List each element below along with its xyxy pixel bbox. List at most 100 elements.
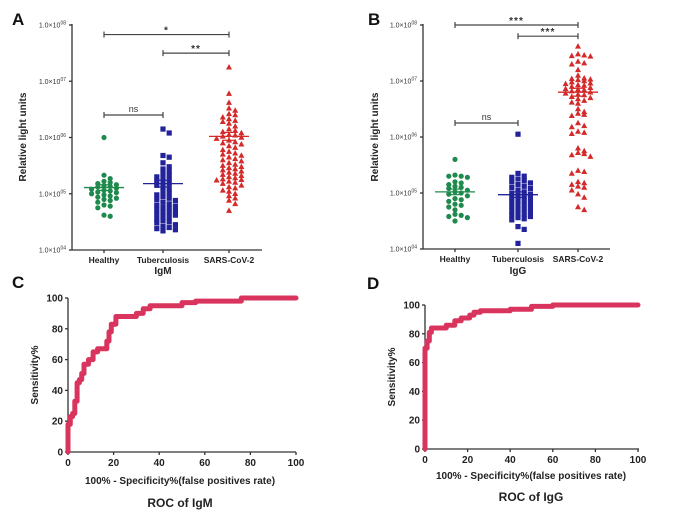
b-data-point — [521, 207, 527, 213]
b-data-point — [575, 110, 581, 116]
a-data-point — [166, 224, 172, 231]
b-data-point — [458, 197, 464, 203]
b-data-point — [446, 173, 452, 179]
a-data-point — [238, 152, 245, 158]
a-x-label: IgM — [154, 266, 171, 277]
panel-label-d: D — [367, 274, 379, 293]
b-significance-bracket: *** — [454, 16, 579, 28]
b-data-point — [575, 183, 581, 189]
b-data-point — [515, 176, 521, 182]
d-y-tick-label: 80 — [409, 329, 421, 340]
a-points — [89, 63, 245, 234]
a-data-point — [166, 154, 172, 160]
b-data-point — [575, 43, 581, 49]
b-data-point — [581, 168, 588, 175]
a-data-point — [232, 117, 239, 123]
d-x-tick-label: 40 — [505, 455, 517, 466]
a-data-point — [232, 190, 239, 197]
a-category-label: SARS-CoV-2 — [204, 255, 255, 265]
b-data-point — [575, 167, 581, 173]
a-y-ticks: 1.0×1004 1.0×1005 1.0×1006 1.0×1007 1.0×1008 — [39, 21, 72, 255]
c-y-tick-label: 80 — [52, 324, 64, 335]
a-data-point — [226, 178, 232, 184]
b-data-point — [581, 179, 588, 186]
panel-label-a: A — [12, 10, 24, 29]
b-data-point — [515, 210, 521, 216]
b-data-point — [509, 184, 515, 190]
a-data-point — [238, 157, 245, 164]
b-mean-sem-bar — [558, 87, 598, 97]
b-data-point — [568, 83, 575, 89]
a-data-point — [95, 194, 101, 200]
c-roc-curve — [65, 295, 299, 455]
c-y-tick-label: 0 — [57, 448, 63, 459]
b-data-point — [581, 194, 588, 200]
b-data-point — [509, 199, 515, 205]
b-category-label: SARS-CoV-2 — [553, 254, 604, 264]
b-data-point — [575, 190, 581, 197]
a-data-point — [219, 139, 226, 146]
a-data-point — [101, 172, 107, 178]
b-data-point — [446, 204, 452, 210]
a-data-point — [238, 176, 245, 182]
b-y-tick-label: 1.0×1005 — [390, 189, 417, 198]
a-significance-bracket: * — [103, 26, 230, 38]
a-data-point — [238, 141, 245, 147]
a-data-point — [101, 134, 107, 141]
a-y-tick-label: 1.0×1005 — [39, 189, 66, 198]
a-data-point — [232, 150, 239, 156]
b-data-point — [515, 187, 521, 193]
a-data-point — [166, 172, 172, 178]
b-data-point — [521, 226, 527, 232]
a-data-point — [166, 210, 172, 216]
a-data-point — [226, 159, 232, 166]
a-significance-label: * — [164, 26, 169, 37]
b-data-point — [452, 218, 458, 224]
b-y-tick-label: 1.0×1007 — [390, 77, 417, 86]
b-data-point — [464, 193, 470, 199]
a-data-point — [166, 186, 172, 192]
a-data-point — [107, 197, 113, 204]
b-data-point — [581, 184, 588, 190]
a-data-point — [238, 168, 245, 174]
a-data-point — [154, 174, 160, 180]
b-data-point — [581, 82, 588, 88]
a-data-point — [219, 156, 226, 163]
b-data-point — [581, 108, 588, 115]
d-y-tick-label: 0 — [414, 445, 420, 456]
b-data-point — [575, 72, 581, 78]
a-data-point — [232, 161, 239, 167]
b-data-point — [581, 129, 588, 135]
d-x-tick-label: 100 — [630, 455, 647, 466]
b-data-point — [581, 97, 588, 103]
d-y-tick-label: 60 — [409, 358, 421, 369]
b-x-label: IgG — [510, 266, 527, 277]
a-data-point — [154, 178, 160, 184]
b-data-point — [521, 202, 527, 208]
a-data-point — [95, 199, 101, 205]
a-data-point — [232, 138, 239, 145]
panel-label-b: B — [368, 10, 380, 29]
d-x-tick-label: 60 — [547, 455, 559, 466]
b-data-point — [509, 190, 515, 196]
a-data-point — [219, 187, 226, 193]
a-data-point — [226, 197, 232, 203]
a-data-point — [232, 174, 239, 181]
b-data-point — [568, 181, 575, 187]
a-significance-bracket: ns — [103, 104, 164, 118]
b-x-categories: Healthy Tuberculosis SARS-CoV-2 — [440, 249, 604, 264]
b-data-point — [568, 78, 575, 85]
b-data-point — [515, 224, 521, 230]
b-category-label: Healthy — [440, 254, 471, 264]
a-data-point — [166, 168, 172, 174]
a-data-point — [172, 227, 178, 233]
a-data-point — [226, 169, 232, 175]
a-significance-label: ns — [129, 104, 139, 114]
c-ticks: 0 20 40 60 80 100 0 20 40 60 80 100 — [46, 294, 304, 470]
b-data-point — [527, 209, 533, 215]
c-y-tick-label: 100 — [46, 294, 63, 305]
b-significance-label: ns — [482, 112, 492, 122]
a-data-point — [160, 188, 166, 195]
b-data-point — [575, 119, 581, 126]
a-data-point — [232, 179, 239, 185]
